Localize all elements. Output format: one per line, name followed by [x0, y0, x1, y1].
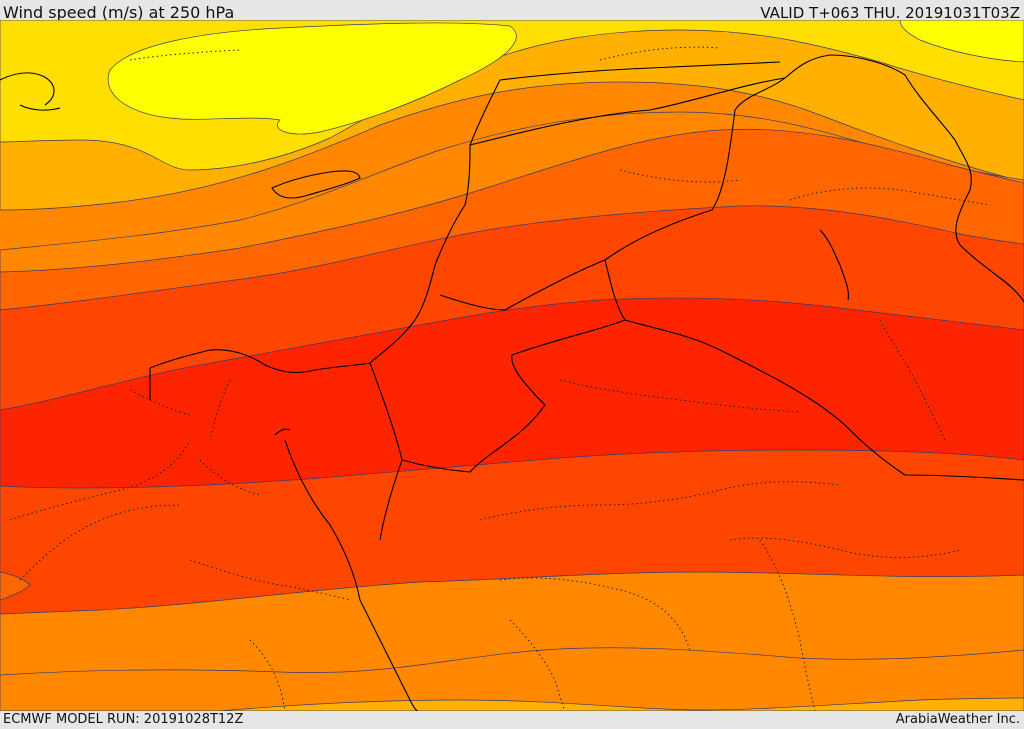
map-title: Wind speed (m/s) at 250 hPa: [3, 3, 235, 22]
header-bar: Wind speed (m/s) at 250 hPa VALID T+063 …: [0, 0, 1024, 22]
wind-band-35b: [0, 571, 31, 601]
wind-band-20b: [219, 697, 1024, 711]
wind-band-10b: [899, 20, 1024, 63]
valid-time: VALID T+063 THU. 20191031T03Z: [760, 4, 1020, 22]
wind-band-40: [0, 297, 1024, 489]
country-borders: [0, 54, 1024, 711]
credit: ArabiaWeather Inc.: [895, 712, 1020, 727]
province-borders: [9, 46, 991, 711]
wind-band-25b: [0, 647, 1024, 711]
footer-bar: ECMWF MODEL RUN: 20191028T12Z ArabiaWeat…: [0, 711, 1024, 729]
wind-band-10: [107, 22, 517, 135]
model-run: ECMWF MODEL RUN: 20191028T12Z: [3, 712, 244, 727]
wind-speed-map: [0, 20, 1024, 711]
map-canvas: [0, 20, 1024, 711]
